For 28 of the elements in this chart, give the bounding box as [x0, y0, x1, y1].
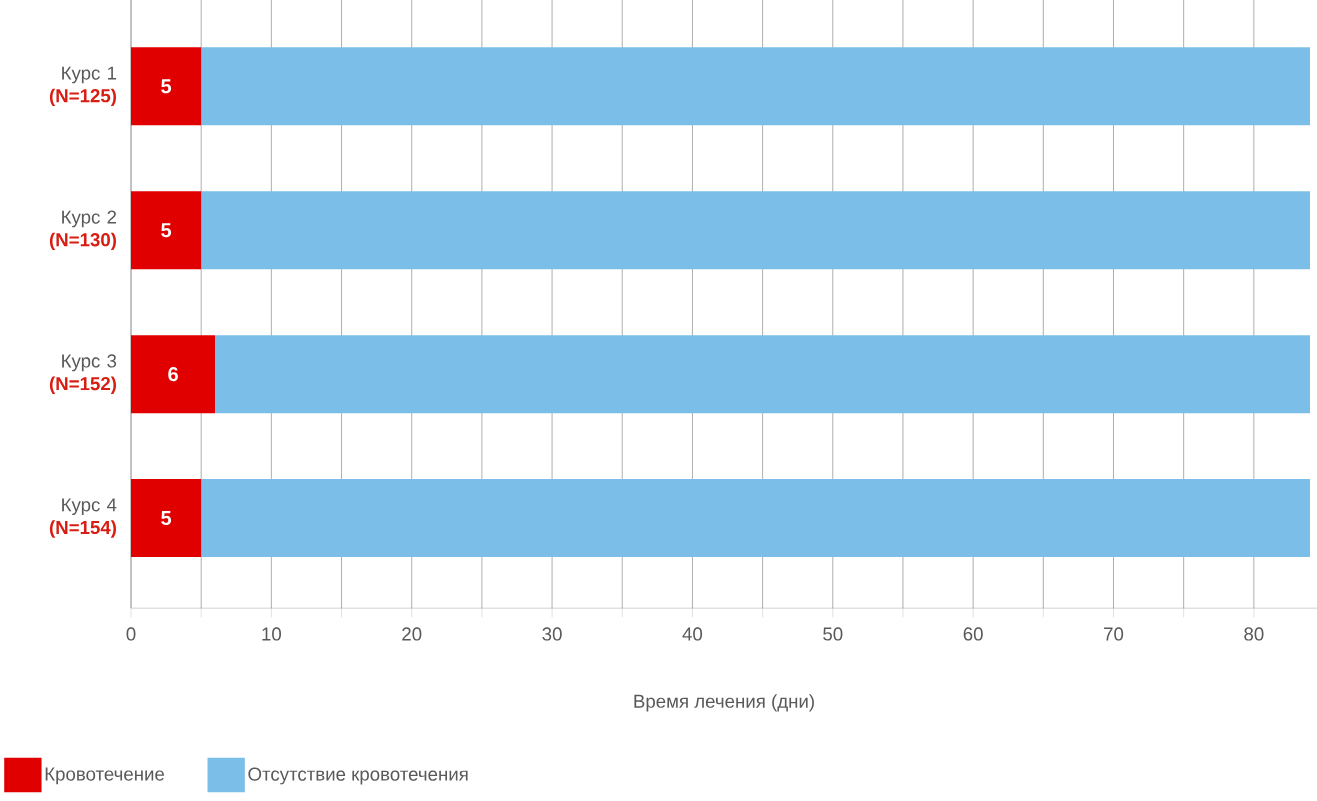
x-tick-label: 30 — [542, 627, 562, 641]
y-tick-label: Курс 1 (N=125) — [49, 66, 117, 107]
x-tick-label: 10 — [262, 627, 282, 641]
bar — [201, 191, 1310, 270]
data-label: 5 — [161, 511, 172, 526]
y-tick-label: Курс 4 (N=154) — [49, 498, 117, 538]
x-tick-label: 50 — [823, 627, 843, 641]
x-tick-label: 40 — [682, 627, 703, 641]
y-tick-label: Курс 2 (N=130) — [49, 210, 117, 251]
x-tick-label: 70 — [1104, 627, 1124, 641]
bar — [201, 479, 1310, 558]
bar — [131, 47, 202, 126]
data-label: 5 — [161, 79, 172, 94]
bar — [201, 47, 1310, 126]
bar — [131, 191, 202, 270]
x-tick-label: 20 — [402, 627, 422, 641]
legend-label: Кровотечение — [45, 767, 165, 785]
bar — [131, 479, 202, 558]
x-tick-label: 60 — [963, 627, 983, 641]
data-label: 5 — [161, 223, 172, 238]
bar — [131, 335, 216, 414]
bar — [215, 335, 1310, 414]
legend-label: Отсутствие кровотечения — [248, 767, 468, 785]
x-tick-label: 0 — [126, 627, 136, 641]
x-tick-label: 80 — [1244, 627, 1264, 641]
x-axis-title: Время лечения (дни) — [634, 694, 814, 712]
data-label: 6 — [168, 367, 178, 382]
y-tick-label: Курс 3 (N=152) — [49, 354, 117, 394]
